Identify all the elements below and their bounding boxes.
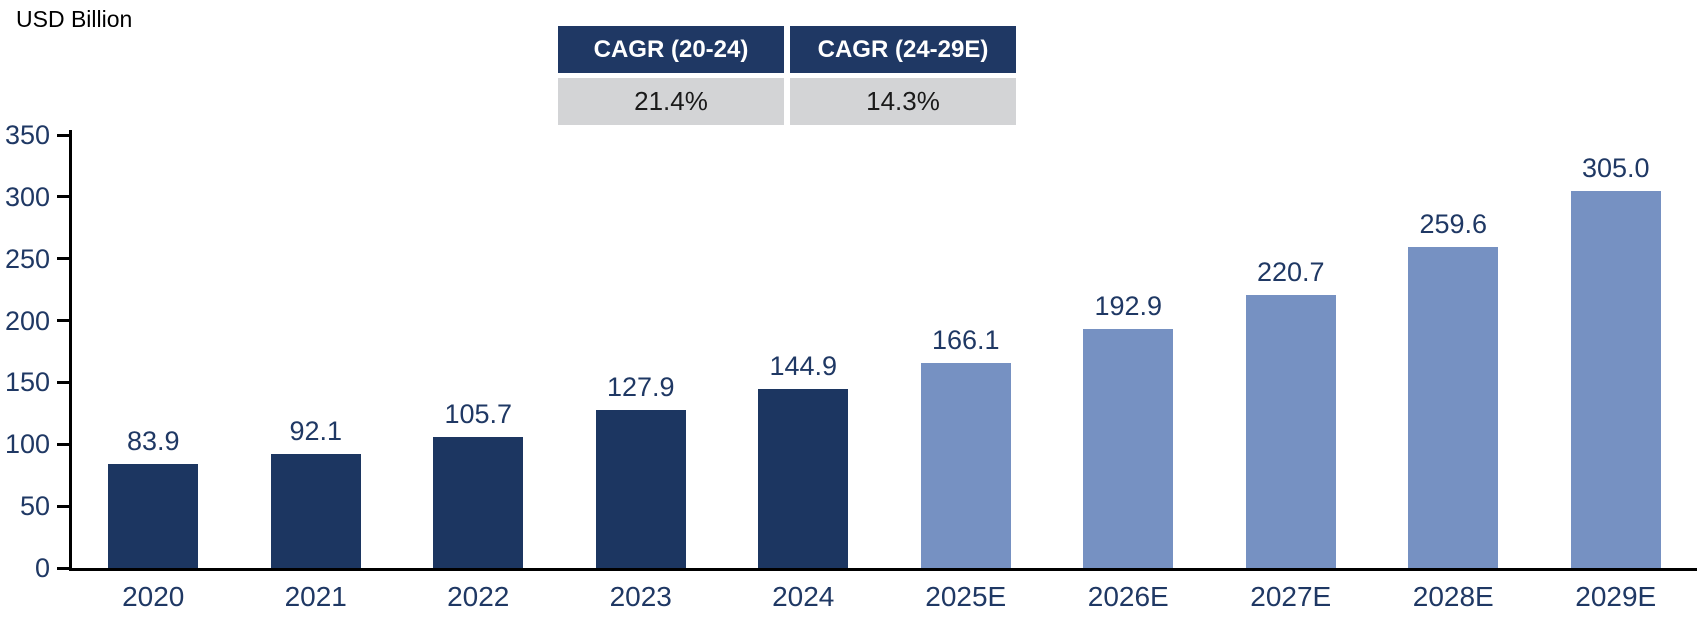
y-axis-tick [57, 195, 69, 199]
bar-value-label: 305.0 [1581, 152, 1650, 183]
bar-value-label: 105.7 [444, 399, 513, 430]
bars-container: 83.9 92.1 105.7 127.9 144.9 166.1 192.9 220.7 25… [72, 130, 1697, 568]
x-axis-category-label: 2028E [1412, 581, 1494, 612]
y-axis-tick [57, 319, 69, 323]
y-axis-tick-label: 0 [34, 553, 50, 583]
bar-slot: 127.9 [560, 372, 723, 568]
x-axis-category-label: 2022 [447, 581, 510, 612]
x-axis-category-label: 2020 [122, 581, 185, 612]
bar-value-label: 220.7 [1256, 256, 1325, 287]
bar-slot: 144.9 [722, 351, 885, 568]
bar-estimated [1083, 329, 1174, 568]
y-axis-tick [57, 566, 69, 570]
bar-estimated [1570, 190, 1661, 568]
cagr-table: CAGR (20-24) CAGR (24-29E) 21.4% 14.3% [558, 26, 1016, 125]
y-axis-tick [57, 380, 69, 384]
bar-slot: 192.9 [1047, 291, 1210, 568]
y-axis-tick [57, 442, 69, 446]
bar-slot: 166.1 [885, 325, 1048, 568]
bar-value-label: 192.9 [1094, 291, 1163, 322]
bar-slot: 305.0 [1535, 153, 1698, 568]
x-axis-category-label: 2021 [284, 581, 347, 612]
y-axis-tick-label: 250 [4, 243, 50, 274]
cagr-table-value-2: 14.3% [790, 78, 1016, 125]
y-axis-tick-label: 50 [19, 491, 50, 522]
y-axis-tick [57, 257, 69, 261]
bar-slot: 220.7 [1210, 257, 1373, 568]
y-axis-tick-label: 100 [4, 429, 50, 460]
y-axis-tick-label: 150 [4, 367, 50, 398]
x-axis-category-label: 2023 [609, 581, 672, 612]
bar-estimated [1408, 246, 1499, 568]
bar-historical [270, 454, 361, 568]
bar-value-label: 166.1 [931, 324, 1000, 355]
y-axis-tick [57, 133, 69, 137]
bar-value-label: 127.9 [606, 371, 675, 402]
x-axis-category-label: 2026E [1087, 581, 1169, 612]
bar-slot: 105.7 [397, 399, 560, 568]
cagr-table-value-1: 21.4% [558, 78, 784, 125]
bar-value-label: 92.1 [289, 416, 343, 447]
plot-area: 0 50 100 150 200 250 300 350 83.9 92.1 105.7 127.9… [5, 120, 1697, 612]
bar-historical [108, 464, 199, 568]
bar-slot: 92.1 [235, 416, 398, 568]
bar-estimated [1245, 294, 1336, 568]
bar-value-label: 83.9 [126, 426, 180, 457]
cagr-table-header-1: CAGR (20-24) [558, 26, 784, 73]
bar-value-label: 259.6 [1419, 208, 1488, 239]
cagr-table-header-2: CAGR (24-29E) [790, 26, 1016, 73]
bar-estimated [920, 362, 1011, 568]
y-axis-tick [57, 504, 69, 508]
x-axis-category-label: 2025E [925, 581, 1007, 612]
x-axis-category-label: 2029E [1575, 581, 1657, 612]
bar-historical [595, 409, 686, 568]
bar-value-label: 144.9 [769, 350, 838, 381]
bar-slot: 83.9 [72, 426, 235, 568]
bar-historical [433, 437, 524, 568]
axis-unit-label: USD Billion [16, 6, 133, 32]
x-axis-category-label: 2024 [772, 581, 835, 612]
bar-slot: 259.6 [1372, 209, 1535, 568]
y-axis-tick-label: 350 [4, 120, 50, 150]
y-axis-tick-label: 200 [4, 305, 50, 336]
x-axis-labels: 2020 2021 2022 2023 2024 2025E 2026E 2027E 2028E… [72, 568, 1697, 613]
y-axis-tick-label: 300 [4, 181, 50, 212]
x-axis-category-label: 2027E [1250, 581, 1332, 612]
bar-historical [758, 388, 849, 568]
